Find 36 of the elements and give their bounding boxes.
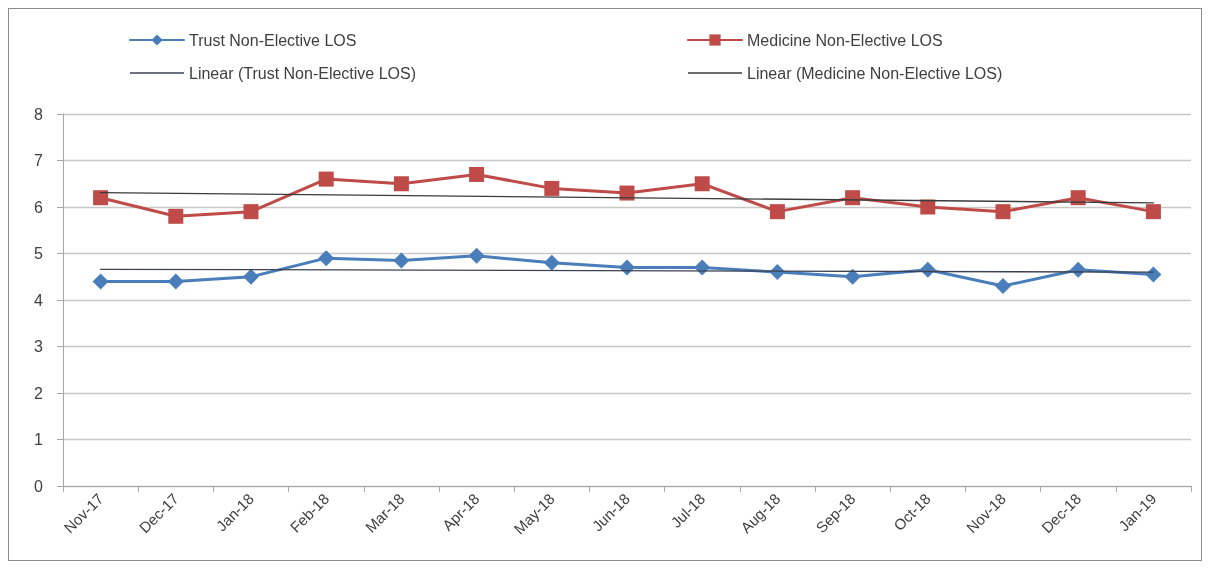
point xyxy=(92,273,109,290)
point xyxy=(243,204,259,220)
point xyxy=(393,252,410,269)
y-tick-label: 7 xyxy=(34,152,44,169)
point xyxy=(995,278,1011,295)
y-tick-label: 5 xyxy=(34,245,44,262)
point xyxy=(318,171,334,187)
point xyxy=(168,208,184,224)
point xyxy=(167,273,184,290)
y-tick-label: 8 xyxy=(34,105,44,123)
legend-label: Medicine Non-Elective LOS xyxy=(747,31,943,49)
point xyxy=(393,176,409,192)
point xyxy=(1145,204,1161,220)
point xyxy=(243,268,259,285)
legend-label: Linear (Trust Non-Elective LOS) xyxy=(189,64,417,82)
point xyxy=(93,190,109,206)
y-tick-label: 2 xyxy=(34,384,44,402)
point xyxy=(619,259,635,276)
legend-label: Linear (Medicine Non-Elective LOS) xyxy=(747,64,1003,82)
y-tick-label: 6 xyxy=(34,198,44,216)
legend-label: Trust Non-Elective LOS xyxy=(189,31,357,49)
y-tick-label: 0 xyxy=(34,477,44,495)
point xyxy=(318,250,335,267)
point xyxy=(920,199,936,215)
point xyxy=(469,166,485,182)
point xyxy=(995,204,1011,220)
y-tick-label: 1 xyxy=(34,431,44,448)
point xyxy=(544,180,560,196)
point xyxy=(619,185,635,201)
y-tick-label: 3 xyxy=(34,338,44,355)
y-tick-label: 4 xyxy=(34,291,44,309)
point xyxy=(468,247,485,264)
point xyxy=(769,204,785,220)
point xyxy=(694,176,710,192)
point xyxy=(844,268,861,285)
point xyxy=(543,254,560,271)
